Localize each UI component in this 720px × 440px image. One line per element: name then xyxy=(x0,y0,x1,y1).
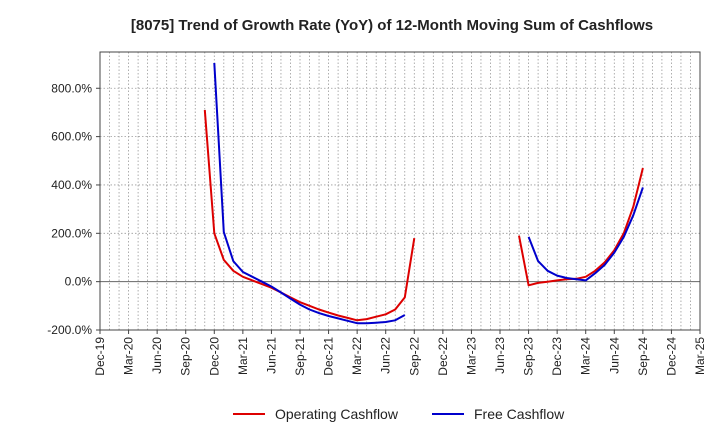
x-tick-label: Dec-20 xyxy=(207,337,221,376)
series-line xyxy=(213,62,406,325)
x-tick-label: Sep-23 xyxy=(522,337,536,376)
series-line xyxy=(527,187,644,282)
legend-label: Free Cashflow xyxy=(474,406,565,422)
chart-title: [8075] Trend of Growth Rate (YoY) of 12-… xyxy=(131,17,653,34)
x-tick-label: Jun-24 xyxy=(607,337,621,374)
x-tick-label: Dec-24 xyxy=(664,337,678,376)
y-tick-label: 400.0% xyxy=(51,178,92,192)
x-tick-label: Mar-23 xyxy=(464,337,478,375)
x-tick-label: Mar-22 xyxy=(350,337,364,375)
y-axis: 800.0% 600.0% 400.0% 200.0% 0.0% -200.0% xyxy=(47,81,100,337)
x-tick-label: Jun-22 xyxy=(379,337,393,374)
legend-label: Operating Cashflow xyxy=(275,406,399,422)
series-line xyxy=(203,109,416,322)
y-tick-label: 200.0% xyxy=(51,226,92,240)
y-tick-label: -200.0% xyxy=(47,323,92,337)
series-line xyxy=(518,167,644,287)
x-tick-label: Sep-22 xyxy=(407,337,421,376)
x-tick-label: Dec-23 xyxy=(550,337,564,376)
x-tick-label: Mar-21 xyxy=(236,337,250,375)
series-lines xyxy=(203,62,644,325)
plot-frame xyxy=(99,51,701,331)
y-tick-label: 600.0% xyxy=(51,130,92,144)
x-tick-label: Dec-21 xyxy=(322,337,336,376)
x-tick-label: Mar-20 xyxy=(122,337,136,375)
x-tick-label: Dec-19 xyxy=(93,337,107,376)
x-tick-label: Sep-24 xyxy=(636,337,650,376)
x-tick-label: Mar-25 xyxy=(693,337,707,375)
x-tick-label: Jun-20 xyxy=(150,337,164,374)
grid xyxy=(99,52,701,331)
y-tick-label: 800.0% xyxy=(51,81,92,95)
x-tick-label: Jun-21 xyxy=(264,337,278,374)
x-tick-label: Dec-22 xyxy=(436,337,450,376)
x-tick-label: Sep-20 xyxy=(179,337,193,376)
x-axis: Dec-19 Mar-20 Jun-20 Sep-20 Dec-20 Mar-21 Jun-… xyxy=(93,330,707,376)
x-tick-label: Mar-24 xyxy=(579,337,593,375)
x-tick-label: Sep-21 xyxy=(293,337,307,376)
y-tick-label: 0.0% xyxy=(65,275,93,289)
x-tick-label: Jun-23 xyxy=(493,337,507,374)
legend: Operating Cashflow Free Cashflow xyxy=(233,406,565,422)
